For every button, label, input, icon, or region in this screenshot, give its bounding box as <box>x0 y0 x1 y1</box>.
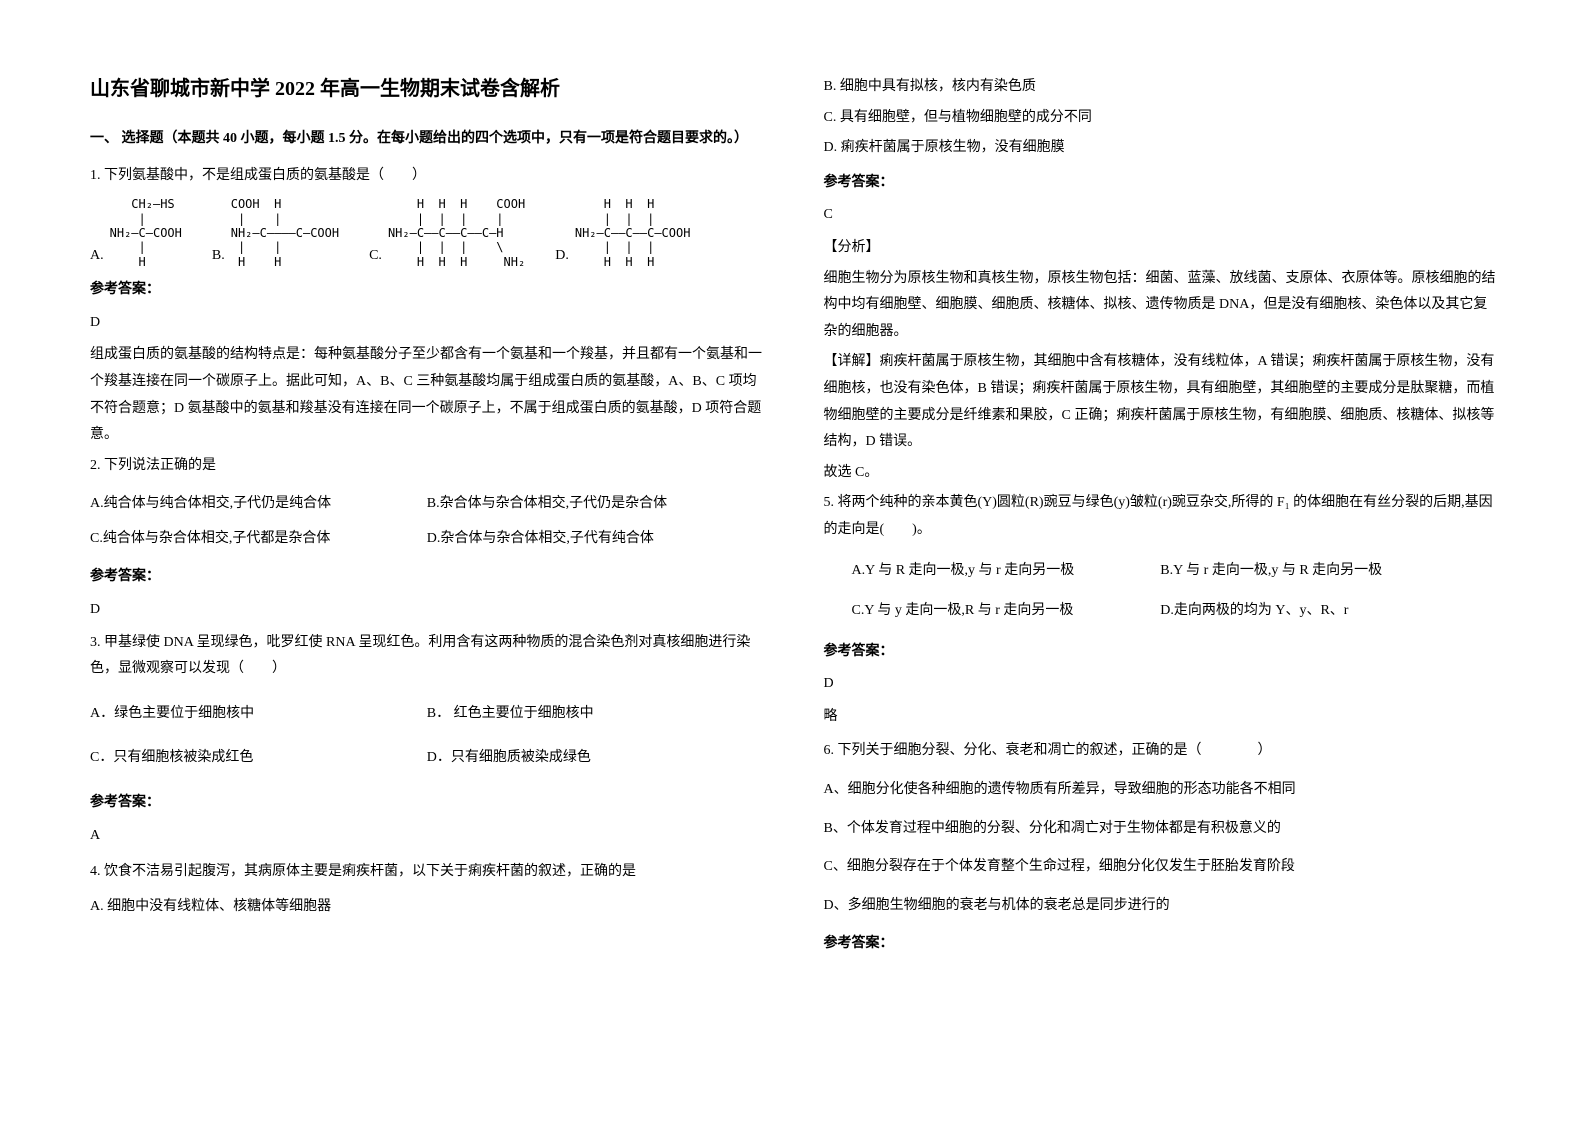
q1-structA-label: A. <box>90 243 104 270</box>
q5-optA: A.Y 与 R 走向一极,y 与 r 走向另一极 <box>824 558 1161 585</box>
q6-optA: A、细胞分化使各种细胞的遗传物质有所差异，导致细胞的形态功能各不相同 <box>824 777 1498 804</box>
q3-answer-label: 参考答案： <box>90 790 764 817</box>
q2-options: A.纯合体与纯合体相交,子代仍是纯合体 B.杂合体与杂合体相交,子代仍是杂合体 … <box>90 487 764 556</box>
question-3: 3. 甲基绿使 DNA 呈现绿色，吡罗红使 RNA 呈现红色。利用含有这两种物质… <box>90 630 764 683</box>
q6-optC: C、细胞分裂存在于个体发育整个生命过程，细胞分化仅发生于胚胎发育阶段 <box>824 854 1498 881</box>
q3-optA: A．绿色主要位于细胞核中 <box>90 697 427 732</box>
q6-text: 下列关于细胞分裂、分化、衰老和凋亡的叙述，正确的是（ ） <box>838 743 1272 758</box>
q1-structures: A. CH₂—HS | NH₂—C—COOH | H B. COOH H | |… <box>90 197 764 269</box>
q6-answer-label: 参考答案： <box>824 931 1498 958</box>
q1-struct-c: C. H H H COOH | | | | NH₂—C——C——C——C—H |… <box>369 197 525 269</box>
q2-answer: D <box>90 597 764 624</box>
q5-optC: C.Y 与 y 走向一极,R 与 r 走向另一极 <box>824 598 1161 625</box>
q3-optC: C．只有细胞核被染成红色 <box>90 741 427 776</box>
q5-answer-label: 参考答案： <box>824 639 1498 666</box>
q1-structB-ascii: COOH H | | NH₂—C————C—COOH | | H H <box>231 197 339 269</box>
q4-answer-label: 参考答案： <box>824 170 1498 197</box>
q4-analysis: 细胞生物分为原核生物和真核生物，原核生物包括：细菌、蓝藻、放线菌、支原体、衣原体… <box>824 266 1498 346</box>
q2-text: 下列说法正确的是 <box>104 458 216 473</box>
q2-optA: A.纯合体与纯合体相交,子代仍是纯合体 <box>90 487 427 522</box>
q1-structC-label: C. <box>369 243 382 270</box>
q1-structB-label: B. <box>212 243 225 270</box>
q1-structA-ascii: CH₂—HS | NH₂—C—COOH | H <box>110 197 182 269</box>
q1-structD-ascii: H H H | | | NH₂—C——C——C—COOH | | | H H H <box>575 197 691 269</box>
q3-optB: B． 红色主要位于细胞核中 <box>427 697 764 732</box>
q5-options-row2: C.Y 与 y 走向一极,R 与 r 走向另一极 D.走向两极的均为 Y、y、R… <box>824 598 1498 625</box>
q1-answer-label: 参考答案： <box>90 277 764 304</box>
q4-analysis-label: 【分析】 <box>824 235 1498 262</box>
question-2: 2. 下列说法正确的是 <box>90 453 764 480</box>
q6-optD: D、多细胞生物细胞的衰老与机体的衰老总是同步进行的 <box>824 893 1498 920</box>
q4-answer: C <box>824 202 1498 229</box>
q3-options-2: C．只有细胞核被染成红色 D．只有细胞质被染成绿色 <box>90 741 764 776</box>
q4-optD: D. 痢疾杆菌属于原核生物，没有细胞膜 <box>824 135 1498 162</box>
q5-optB: B.Y 与 r 走向一极,y 与 R 走向另一极 <box>1160 558 1497 585</box>
q2-optB: B.杂合体与杂合体相交,子代仍是杂合体 <box>427 487 764 522</box>
q2-optD: D.杂合体与杂合体相交,子代有纯合体 <box>427 522 764 557</box>
q4-detail-label: 【详解】 <box>824 354 880 369</box>
q4-text: 饮食不洁易引起腹泻，其病原体主要是痢疾杆菌，以下关于痢疾杆菌的叙述，正确的是 <box>104 864 636 879</box>
q1-num: 1. <box>90 168 101 183</box>
q4-num: 4. <box>90 864 101 879</box>
q3-text: 甲基绿使 DNA 呈现绿色，吡罗红使 RNA 呈现红色。利用含有这两种物质的混合… <box>90 635 750 677</box>
q3-options: A．绿色主要位于细胞核中 B． 红色主要位于细胞核中 <box>90 697 764 732</box>
section-header: 一、 选择题（本题共 40 小题，每小题 1.5 分。在每小题给出的四个选项中，… <box>90 126 764 153</box>
q3-num: 3. <box>90 635 101 650</box>
q2-optC: C.纯合体与杂合体相交,子代都是杂合体 <box>90 522 427 557</box>
question-4: 4. 饮食不洁易引起腹泻，其病原体主要是痢疾杆菌，以下关于痢疾杆菌的叙述，正确的… <box>90 859 764 886</box>
question-6: 6. 下列关于细胞分裂、分化、衰老和凋亡的叙述，正确的是（ ） <box>824 738 1498 765</box>
q4-conclusion: 故选 C。 <box>824 460 1498 487</box>
q4-detail-text: 痢疾杆菌属于原核生物，其细胞中含有核糖体，没有线粒体，A 错误；痢疾杆菌属于原核… <box>824 354 1495 449</box>
q1-struct-a: A. CH₂—HS | NH₂—C—COOH | H <box>90 197 182 269</box>
q5-answer: D <box>824 671 1498 698</box>
q3-optD: D．只有细胞质被染成绿色 <box>427 741 764 776</box>
q5-num: 5. <box>824 495 835 510</box>
q1-answer: D <box>90 310 764 337</box>
page-title: 山东省聊城市新中学 2022 年高一生物期末试卷含解析 <box>90 70 764 108</box>
q4-optC: C. 具有细胞壁，但与植物细胞壁的成分不同 <box>824 105 1498 132</box>
q5-options-row1: A.Y 与 R 走向一极,y 与 r 走向另一极 B.Y 与 r 走向一极,y … <box>824 558 1498 585</box>
q5-note: 略 <box>824 704 1498 731</box>
question-5: 5. 将两个纯种的亲本黄色(Y)圆粒(R)豌豆与绿色(y)皱粒(r)豌豆杂交,所… <box>824 490 1498 543</box>
q2-answer-label: 参考答案： <box>90 564 764 591</box>
q4-optB: B. 细胞中具有拟核，核内有染色质 <box>824 74 1498 101</box>
q6-num: 6. <box>824 743 835 758</box>
q5-optD: D.走向两极的均为 Y、y、R、r <box>1160 598 1497 625</box>
q6-optB: B、个体发育过程中细胞的分裂、分化和凋亡对于生物体都是有积极意义的 <box>824 816 1498 843</box>
q1-struct-b: B. COOH H | | NH₂—C————C—COOH | | H H <box>212 197 339 269</box>
q4-optA: A. 细胞中没有线粒体、核糖体等细胞器 <box>90 894 764 921</box>
question-1: 1. 下列氨基酸中，不是组成蛋白质的氨基酸是（ ） <box>90 163 764 190</box>
left-column: 山东省聊城市新中学 2022 年高一生物期末试卷含解析 一、 选择题（本题共 4… <box>90 70 764 1052</box>
q1-text: 下列氨基酸中，不是组成蛋白质的氨基酸是（ ） <box>104 168 426 183</box>
q3-answer: A <box>90 823 764 850</box>
q1-explanation: 组成蛋白质的氨基酸的结构特点是：每种氨基酸分子至少都含有一个氨基和一个羧基，并且… <box>90 342 764 448</box>
q1-structC-ascii: H H H COOH | | | | NH₂—C——C——C——C—H | | … <box>388 197 525 269</box>
q4-detail: 【详解】痢疾杆菌属于原核生物，其细胞中含有核糖体，没有线粒体，A 错误；痢疾杆菌… <box>824 349 1498 455</box>
right-column: B. 细胞中具有拟核，核内有染色质 C. 具有细胞壁，但与植物细胞壁的成分不同 … <box>824 70 1498 1052</box>
q1-struct-d: D. H H H | | | NH₂—C——C——C—COOH | | | H … <box>555 197 690 269</box>
q2-num: 2. <box>90 458 101 473</box>
q5-text: 将两个纯种的亲本黄色(Y)圆粒(R)豌豆与绿色(y)皱粒(r)豌豆杂交,所得的 … <box>824 495 1493 537</box>
q1-structD-label: D. <box>555 243 569 270</box>
